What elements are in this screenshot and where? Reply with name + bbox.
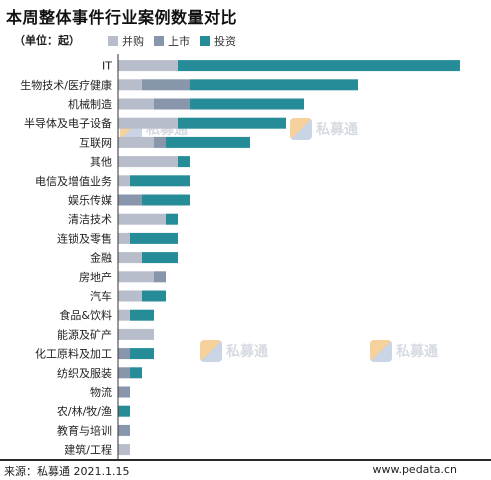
bar-segment-merger [118, 79, 142, 91]
category-label: 食品&饮料 [59, 308, 112, 322]
bar-segment-merger [118, 444, 130, 456]
footer-site: www.pedata.cn [372, 463, 457, 476]
footer-divider [0, 459, 491, 461]
watermark-logo-icon [200, 340, 222, 362]
bar-segment-merger [118, 290, 142, 302]
bar-segment-ipo [154, 271, 166, 283]
unit-label: （单位：起） [14, 34, 80, 47]
category-label: 汽车 [90, 289, 112, 303]
category-label: 教育与培训 [57, 423, 112, 437]
bar-segment-merger [118, 232, 130, 244]
legend-swatch-merger [108, 36, 118, 46]
bar-segment-investment [142, 252, 178, 264]
bar-segment-investment [178, 60, 460, 72]
bar-segment-investment [178, 156, 190, 168]
bar-segment-merger [118, 309, 130, 321]
category-label: 互联网 [79, 136, 112, 149]
category-label: 纺织及服装 [57, 366, 112, 380]
bar-segment-merger [118, 213, 166, 225]
category-label: 农/林/牧/渔 [57, 404, 112, 418]
bar-segment-ipo [118, 194, 142, 206]
watermark-text: 私募通 [396, 344, 438, 360]
bar-segment-investment [130, 309, 154, 321]
category-label: IT [102, 60, 112, 73]
bar-segment-investment [166, 213, 178, 225]
category-label: 其他 [90, 156, 112, 169]
bar-segment-investment [142, 290, 166, 302]
bar-segment-merger [118, 252, 142, 264]
bar-segment-merger [118, 328, 154, 340]
bar-segment-merger [118, 136, 154, 148]
category-label: 娱乐传媒 [68, 193, 112, 207]
bar-segment-merger [118, 98, 154, 110]
bar-chart: IT 生物技术/医疗健康机械制造半导体及电子设备互联网其他电信及增值业务娱乐传媒清… [20, 54, 460, 460]
watermark-text: 私募通 [316, 122, 358, 138]
legend-item-merger: 并购 [108, 33, 144, 49]
legend-swatch-ipo [154, 36, 164, 46]
category-label: 能源及矿产 [57, 327, 112, 341]
bar-segment-investment [142, 194, 190, 206]
chart-title: 本周整体事件行业案例数量对比 [6, 8, 238, 27]
bar-segment-investment [130, 348, 154, 360]
legend-swatch-investment [200, 36, 210, 46]
legend: 并购 上市 投资 [108, 33, 236, 49]
bar-segment-investment [166, 136, 250, 148]
legend-label-investment: 投资 [214, 35, 236, 48]
category-label: 化工原料及加工 [35, 347, 112, 361]
category-label: 电信及增值业务 [35, 174, 112, 188]
bar-segment-investment [130, 232, 178, 244]
bar-segment-merger [118, 271, 154, 283]
watermark-text: 私募通 [226, 344, 268, 360]
legend-label-merger: 并购 [122, 35, 144, 48]
bar-segment-ipo [118, 386, 130, 398]
category-label: 机械制造 [68, 97, 112, 111]
bar-segment-ipo [142, 79, 190, 91]
bar-segment-ipo [118, 367, 130, 379]
category-label: 半导体及电子设备 [24, 116, 112, 130]
watermark: 私募通 [370, 340, 438, 362]
legend-item-investment: 投资 [200, 33, 236, 49]
category-label: 房地产 [79, 270, 112, 284]
category-label: 连锁及零售 [57, 231, 112, 245]
footer-source: 来源：私募通 2021.1.15 [4, 465, 130, 478]
bar-segment-investment [190, 98, 304, 110]
bar-segment-ipo [154, 136, 166, 148]
bar-segment-investment [178, 117, 286, 129]
category-label: 建筑/工程 [64, 443, 112, 457]
bar-segment-ipo [118, 424, 130, 436]
category-label: 生物技术/医疗健康 [20, 78, 112, 92]
category-label: 金融 [90, 251, 112, 265]
bar-segment-merger [118, 156, 178, 168]
watermark: 私募通 [290, 118, 358, 140]
bar-segment-investment [130, 175, 190, 187]
bar-segment-ipo [154, 98, 190, 110]
watermark: 私募通 [200, 340, 268, 362]
bar-segment-ipo [118, 348, 130, 360]
bar-segment-merger [118, 117, 178, 129]
bar-segment-merger [118, 60, 178, 72]
bar-segment-investment [130, 367, 142, 379]
legend-label-ipo: 上市 [168, 35, 190, 48]
category-label: 清洁技术 [68, 213, 112, 226]
category-label: 物流 [90, 385, 112, 399]
legend-item-ipo: 上市 [154, 33, 190, 49]
bar-segment-investment [190, 79, 358, 91]
bar-segment-merger [118, 175, 130, 187]
watermark-logo-icon [290, 118, 312, 140]
bar-segment-investment [118, 405, 130, 417]
watermark-logo-icon [370, 340, 392, 362]
